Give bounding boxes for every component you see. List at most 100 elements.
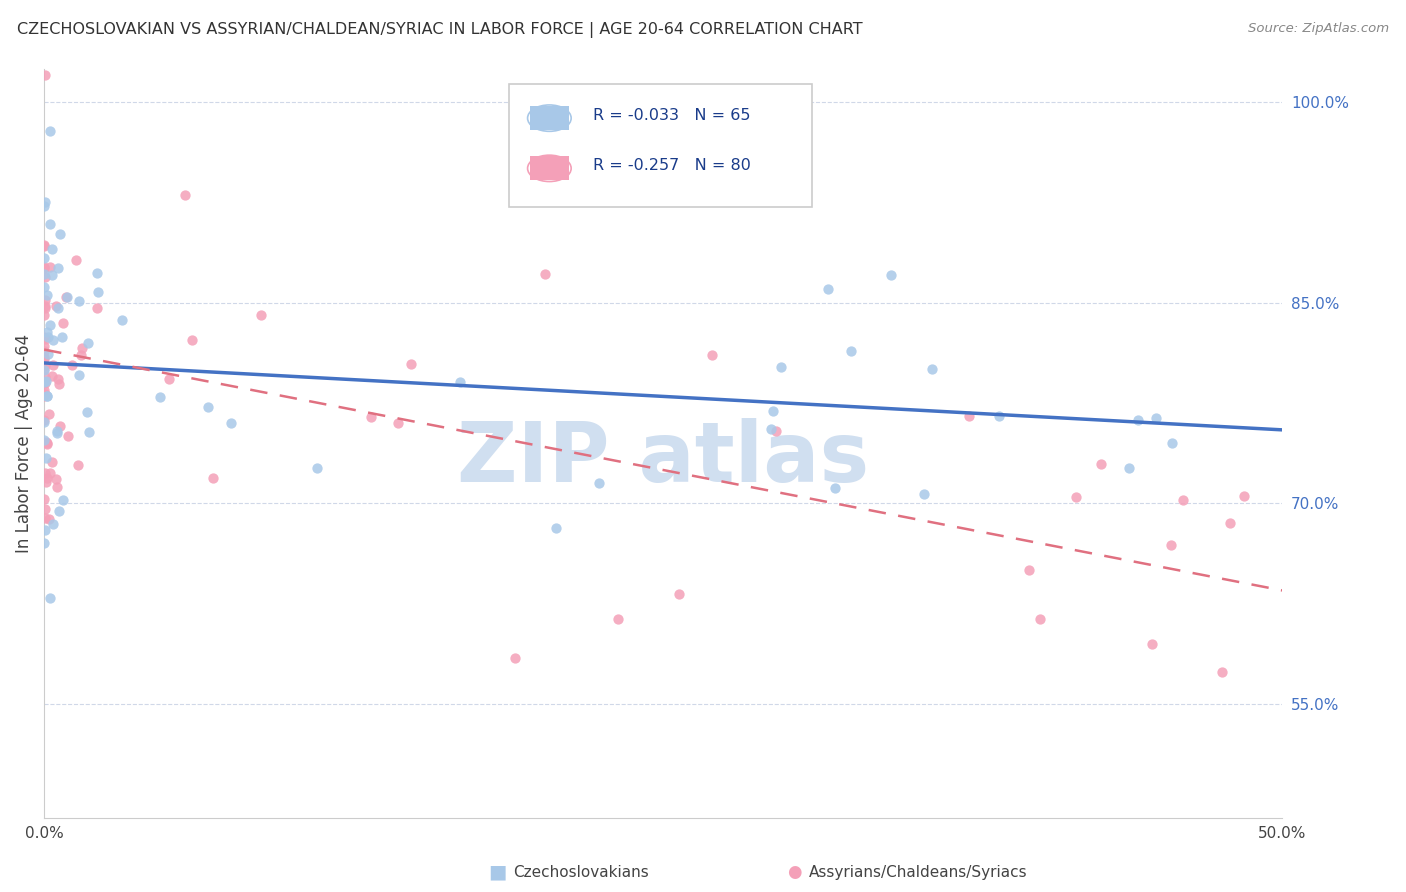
Point [34,502,56,516]
Point [1160,436,1182,450]
Point [360,410,382,425]
Point [37,470,59,484]
Point [39,124,62,138]
Point [824,481,846,495]
Point [34,194,56,209]
Point [34,332,56,346]
Point [34,376,56,391]
Point [32,434,55,448]
Point [35,374,58,388]
Point [202,471,225,485]
Point [957,409,980,423]
Point [60,358,83,372]
Point [76,405,98,419]
Point [32,536,55,550]
Point [32,238,55,252]
Text: CZECHOSLOVAKIAN VS ASSYRIAN/CHALDEAN/SYRIAC IN LABOR FORCE | AGE 20-64 CORRELATI: CZECHOSLOVAKIAN VS ASSYRIAN/CHALDEAN/SYR… [17,22,862,38]
Point [45,472,67,486]
Text: Source: ZipAtlas.com: Source: ZipAtlas.com [1249,22,1389,36]
Point [72,341,94,355]
Text: ZIP atlas: ZIP atlas [457,417,869,499]
Point [34,351,56,366]
Point [197,401,219,415]
Point [34,375,56,389]
Point [1219,516,1241,530]
Point [32,362,55,376]
Point [37,437,59,451]
Point [449,375,471,389]
Point [35,389,58,403]
Point [34,358,56,372]
Point [34,510,56,524]
Point [56,290,79,304]
Point [32,279,55,293]
Point [66,458,89,473]
Point [762,404,785,418]
Point [87,285,110,300]
Point [219,416,242,430]
Point [45,299,67,313]
Point [173,187,195,202]
Point [546,521,568,535]
Point [533,268,555,282]
Point [35,325,58,339]
Point [32,251,55,265]
Point [34,299,56,313]
Point [588,475,610,490]
Point [34,389,56,403]
Point [921,362,943,376]
Text: ●: ● [787,863,801,881]
Point [39,318,62,332]
Point [32,415,55,429]
Point [46,372,69,386]
Point [55,290,77,304]
Text: ■: ■ [488,863,506,882]
Point [48,503,70,517]
Point [1146,410,1168,425]
Point [34,351,56,365]
Point [48,418,70,433]
FancyBboxPatch shape [530,156,569,180]
Point [86,301,108,315]
Point [759,422,782,436]
Point [56,428,79,442]
Point [35,288,58,302]
Point [67,293,90,308]
Point [32,344,55,359]
Point [606,612,628,626]
Point [46,301,69,315]
Point [52,316,75,330]
Point [41,455,63,469]
Point [880,268,903,282]
Point [69,348,91,362]
Point [1173,492,1195,507]
Point [46,480,69,494]
Point [49,227,72,242]
Point [34,260,56,275]
Point [32,362,55,376]
Point [505,651,527,665]
Point [1232,489,1254,503]
Point [34,260,56,274]
Point [37,347,59,361]
Point [35,436,58,450]
Point [39,260,62,274]
Point [32,339,55,353]
Point [39,217,62,231]
Point [52,493,75,508]
Point [769,360,792,375]
Point [32,383,55,397]
Point [42,358,65,372]
Point [39,591,62,606]
Point [34,387,56,401]
Point [668,587,690,601]
Point [250,309,273,323]
Text: R = -0.033   N = 65: R = -0.033 N = 65 [593,108,751,123]
Point [42,333,65,347]
Point [34,413,56,427]
Point [912,487,935,501]
Point [35,389,58,403]
FancyBboxPatch shape [509,84,811,207]
Point [38,511,60,525]
Point [45,425,67,440]
